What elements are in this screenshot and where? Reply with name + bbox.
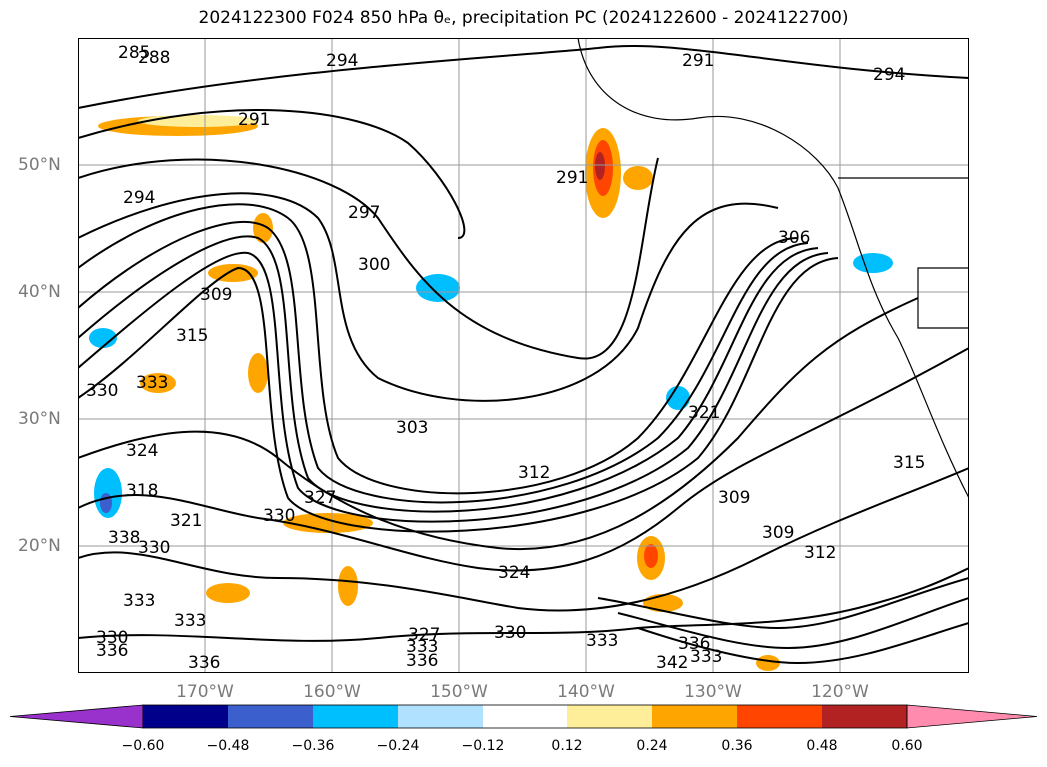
contour-label: 300 — [358, 255, 390, 275]
lon-label-140w: 140°W — [557, 682, 615, 702]
colorbar-tick: 0.24 — [636, 738, 668, 754]
contour-label: 336 — [406, 651, 438, 671]
contour-label: 330 — [494, 623, 526, 643]
contour-label: 309 — [762, 523, 794, 543]
coastlines — [577, 38, 969, 499]
contour-label: 312 — [804, 543, 836, 563]
contour-label: 336 — [678, 634, 710, 654]
contour-label: 333 — [174, 611, 206, 631]
contour-label: 327 — [408, 625, 440, 645]
contour-label: 321 — [688, 403, 720, 423]
colorbar-tick: −0.48 — [206, 738, 250, 754]
contour-label: 315 — [893, 453, 925, 473]
contour-label: 321 — [170, 511, 202, 531]
lat-label-20n: 20°N — [18, 536, 61, 556]
contour-label: 291 — [682, 51, 714, 71]
contour-label: 306 — [778, 228, 810, 248]
colorbar-extend-low — [10, 704, 144, 729]
contour-label: 336 — [96, 641, 128, 661]
contour-label: 330 — [138, 538, 170, 558]
colorbar-tick: 0.60 — [891, 738, 923, 754]
colorbar-segment — [398, 705, 483, 728]
lon-label-170w: 170°W — [176, 682, 234, 702]
colorbar-segment — [822, 705, 907, 728]
colorbar-extend-high — [906, 704, 1038, 729]
colorbar-segment — [483, 705, 567, 728]
contour-label: 303 — [396, 418, 428, 438]
contour-label: 309 — [718, 488, 750, 508]
colorbar-tick: −0.60 — [121, 738, 165, 754]
contour-label: 333 — [123, 591, 155, 611]
colorbar-segment — [143, 705, 228, 728]
contour-label: 330 — [263, 506, 295, 526]
map-title: 2024122300 F024 850 hPa θₑ, precipitatio… — [198, 8, 849, 28]
colorbar-tick: 0.36 — [721, 738, 753, 754]
contour-label: 291 — [556, 168, 588, 188]
contour-label: 312 — [518, 463, 550, 483]
contour-label: 342 — [656, 653, 688, 673]
contour-label: 333 — [690, 647, 722, 667]
graticule — [78, 38, 969, 673]
contour-label: 338 — [108, 528, 140, 548]
contour-label: 315 — [176, 326, 208, 346]
contour-label: 330 — [86, 381, 118, 401]
contour-label: 333 — [586, 631, 618, 651]
colorbar-tick: 0.12 — [551, 738, 583, 754]
lat-label-40n: 40°N — [18, 282, 61, 302]
contour-label: 294 — [326, 51, 358, 71]
colorbar-segment — [652, 705, 737, 728]
colorbar-tick: −0.12 — [461, 738, 505, 754]
contour-label: 330 — [96, 628, 128, 648]
lon-label-130w: 130°W — [684, 682, 742, 702]
contour-label: 324 — [498, 563, 530, 583]
lon-label-120w: 120°W — [811, 682, 869, 702]
contour-label: 288 — [138, 48, 170, 68]
colorbar-segment — [313, 705, 398, 728]
lat-label-30n: 30°N — [18, 409, 61, 429]
contour-label: 327 — [304, 488, 336, 508]
contour-label: 309 — [200, 285, 232, 305]
colorbar-segment — [228, 705, 313, 728]
lat-label-50n: 50°N — [18, 155, 61, 175]
colorbar — [10, 704, 1038, 729]
contour-label: 336 — [188, 653, 220, 673]
contour-label: 297 — [348, 203, 380, 223]
colorbar-segment — [737, 705, 822, 728]
map-plot: 285 288 294 291 291 294 294 297 300 291 … — [78, 38, 969, 673]
contour-label: 294 — [873, 65, 905, 85]
contour-label: 285 — [118, 43, 150, 63]
colorbar-tick: −0.36 — [291, 738, 335, 754]
contour-labels: 285 288 294 291 291 294 294 297 300 291 … — [86, 43, 925, 673]
lon-label-150w: 150°W — [430, 682, 488, 702]
colorbar-segment — [567, 705, 652, 728]
contour-label: 294 — [123, 188, 155, 208]
contour-label: 324 — [126, 441, 158, 461]
contour-label: 333 — [406, 637, 438, 657]
colorbar-tick: −0.24 — [376, 738, 420, 754]
contour-label: 333 — [136, 373, 168, 393]
colorbar-tick: 0.48 — [806, 738, 838, 754]
lon-label-160w: 160°W — [303, 682, 361, 702]
theta-e-contours — [78, 44, 969, 665]
contour-label: 291 — [238, 110, 270, 130]
contour-label: 318 — [126, 481, 158, 501]
